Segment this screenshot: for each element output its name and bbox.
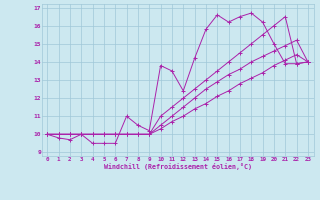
X-axis label: Windchill (Refroidissement éolien,°C): Windchill (Refroidissement éolien,°C) [104, 163, 252, 170]
